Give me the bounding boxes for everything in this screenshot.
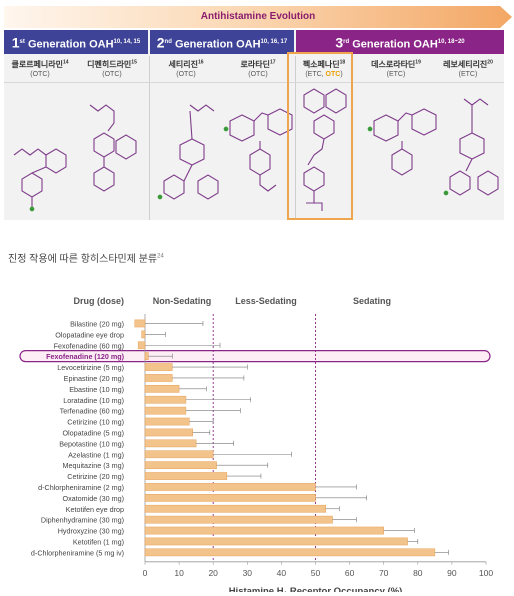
category-label: Fexofenadine (60 mg)	[54, 341, 124, 350]
bar	[144, 439, 197, 448]
molecule-desloratadine	[367, 108, 437, 176]
bar	[144, 526, 384, 535]
x-tick-label: 70	[379, 568, 389, 578]
category-header: Drug (dose)	[74, 296, 125, 306]
bar	[144, 395, 187, 404]
category-label: Azelastine (1 mg)	[68, 450, 124, 459]
category-label: Hydroxyzine (30 mg)	[58, 527, 124, 536]
molecule-loratadine	[223, 108, 293, 192]
generation-3-header: 3rd Generation OAH10, 18~20	[296, 30, 504, 54]
bar	[144, 363, 173, 371]
category-label: Bilastine (20 mg)	[70, 319, 124, 328]
category-label: d-Chlorpheniramine (5 mg iv)	[31, 548, 124, 557]
generation-table: 1st Generation OAH10, 14, 15 2nd Generat…	[4, 30, 504, 220]
bar	[144, 504, 326, 513]
bar	[144, 417, 190, 426]
generation-1-header: 1st Generation OAH10, 14, 15	[4, 30, 148, 54]
x-tick-label: 40	[277, 568, 287, 578]
banner-title: Antihistamine Evolution	[200, 11, 316, 22]
bar	[144, 461, 217, 470]
bar	[144, 537, 408, 546]
molecule-diphenhydramine	[89, 104, 137, 192]
generation-2-header: 2nd Generation OAH10, 16, 17	[150, 30, 294, 54]
x-tick-label: 30	[243, 568, 253, 578]
bar	[144, 385, 180, 393]
x-tick-label: 50	[311, 568, 321, 578]
banner-arrow-shape	[4, 6, 512, 28]
category-label: Diphenhydramine (30 mg)	[41, 516, 124, 525]
drug-fexofenadine: 펙소페나딘18 (ETC, OTC)	[302, 59, 346, 78]
molecule-structures	[13, 88, 499, 212]
bar	[137, 341, 146, 350]
figure-caption: 진정 작용에 따른 항히스타민제 분류24	[8, 253, 164, 265]
occupancy-bar-chart: Drug (dose) Non-Sedating Less-Sedating Seda…	[19, 296, 493, 592]
x-axis-label: Histamine H1 Receptor Occupancy (%)	[229, 586, 403, 592]
category-label: Oxatomide (30 mg)	[62, 494, 124, 503]
name-row-divider	[4, 82, 504, 83]
zone-label: Less-Sedating	[235, 296, 297, 306]
bar	[144, 352, 149, 361]
highlight-pill	[19, 350, 491, 363]
bar	[144, 472, 228, 480]
x-tick-label: 0	[143, 568, 148, 578]
category-label: Cetirizine (20 mg)	[67, 472, 124, 481]
x-tick-label: 80	[413, 568, 423, 578]
molecule-chlorpheniramine	[13, 148, 67, 212]
bar	[144, 374, 173, 382]
drug-chlorpheniramine: 클로르페니라민14 (OTC)	[11, 59, 69, 78]
column-divider	[149, 56, 150, 220]
evolution-banner: Antihistamine Evolution	[4, 6, 512, 28]
category-label: Ebastine (10 mg)	[69, 385, 124, 394]
bar	[144, 515, 333, 524]
bar	[134, 319, 146, 328]
x-tick-label: 100	[479, 568, 493, 578]
category-label: Levocetirizine (5 mg)	[57, 363, 124, 372]
bar	[144, 428, 193, 437]
bar	[144, 548, 436, 557]
category-label: Loratadine (10 mg)	[63, 396, 124, 405]
molecule-fexofenadine	[303, 88, 347, 211]
category-label: Bepotastine (10 mg)	[59, 439, 124, 448]
category-label: Terfenadine (60 mg)	[60, 407, 124, 416]
bar	[144, 483, 316, 491]
category-label: Olopatadine (5 mg)	[62, 428, 124, 437]
x-tick-label: 60	[345, 568, 355, 578]
zone-label: Sedating	[353, 296, 391, 306]
bar	[144, 450, 214, 459]
molecule-levocetirizine	[443, 98, 499, 196]
category-label: Mequitazine (3 mg)	[62, 461, 124, 470]
x-tick-label: 90	[447, 568, 457, 578]
column-divider	[295, 56, 296, 220]
x-tick-label: 10	[174, 568, 184, 578]
category-label: Olopatadine eye drop	[55, 330, 124, 339]
category-label: d-Chlorpheniramine (2 mg)	[38, 483, 124, 492]
bar	[141, 330, 146, 339]
category-label: Fexofenadine (120 mg)	[46, 352, 124, 361]
drug-diphenhydramine: 디펜히드라민15 (OTC)	[87, 59, 137, 78]
molecule-cetirizine	[157, 104, 219, 200]
drug-cetirizine: 세티리진16 (OTC)	[168, 59, 204, 78]
category-label: Cetirizine (10 mg)	[67, 418, 124, 427]
category-label: Ketotifen eye drop	[66, 505, 124, 514]
x-tick-label: 20	[208, 568, 218, 578]
drug-desloratadine: 데스로라타딘19 (ETC)	[371, 59, 421, 78]
category-label: Ketotifen (1 mg)	[73, 537, 124, 546]
drug-loratadine: 로라타딘17 (OTC)	[240, 59, 276, 78]
drug-levocetirizine: 레보세티리진20 (ETC)	[443, 59, 493, 78]
bar	[144, 494, 316, 502]
bar	[144, 406, 187, 415]
zone-label: Non-Sedating	[153, 296, 212, 306]
category-label: Epinastine (20 mg)	[64, 374, 124, 383]
fexofenadine-highlight-box	[287, 52, 353, 220]
